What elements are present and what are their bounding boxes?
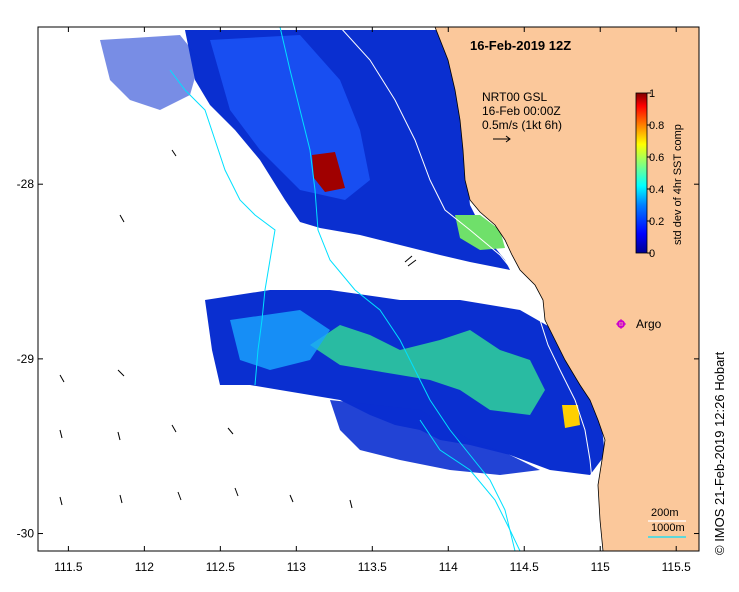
x-tick-label: 113.5	[358, 560, 387, 574]
isobath-200m	[339, 27, 601, 551]
y-axis: -28 -29 -30	[17, 177, 699, 541]
colorbar-tick-label: 0	[649, 248, 655, 260]
colorbar-tick-label: 1	[649, 88, 655, 100]
isobath-1000m-west	[169, 69, 276, 386]
sst-patch-red	[312, 152, 345, 192]
land-mass	[434, 27, 699, 551]
colorbar-label: std dev of 4hr SST comp	[672, 124, 684, 245]
sst-patch-northwest	[100, 35, 200, 110]
sst-data-layer	[100, 30, 605, 475]
argo-label: Argo	[636, 317, 662, 331]
y-tick-label: -30	[17, 527, 35, 541]
plot-frame	[37, 26, 700, 552]
sst-patch-coastal-green	[455, 215, 505, 250]
velocity-legend-line3: 0.5m/s (1kt 6h)	[482, 118, 562, 132]
depth-legend: 200m 1000m	[648, 507, 686, 538]
colorbar-tick-label: 0.2	[649, 216, 664, 228]
map-title: 16-Feb-2019 12Z	[470, 38, 571, 53]
x-tick-label: 115.5	[662, 560, 691, 574]
velocity-scale-arrowhead	[505, 135, 511, 143]
y-tick-label: -28	[17, 177, 35, 191]
colorbar-tick-label: 0.8	[649, 120, 664, 132]
x-tick-label: 112	[135, 560, 154, 574]
x-tick-label: 114.5	[510, 560, 539, 574]
colorbar-tick-label: 0.4	[649, 184, 664, 196]
current-vectors	[59, 149, 417, 509]
x-tick-label: 112.5	[206, 560, 235, 574]
x-tick-label: 115	[591, 560, 610, 574]
colorbar-ticks: 1 0.8 0.6 0.4 0.2 0	[647, 88, 664, 260]
credit-text: © IMOS 21-Feb-2019 12:26 Hobart	[712, 351, 727, 555]
sst-patch-south-cyan	[230, 310, 330, 370]
isobath-1000m-south	[419, 419, 521, 551]
depth-legend-200m: 200m	[651, 507, 679, 519]
y-tick-label: -29	[17, 352, 35, 366]
colorbar-gradient	[635, 92, 648, 254]
x-tick-label: 114	[439, 560, 458, 574]
isobath-1000m-north	[279, 27, 516, 551]
sst-patch-yellow	[562, 405, 580, 428]
colorbar: 1 0.8 0.6 0.4 0.2 0 std dev of 4hr SST comp	[635, 88, 684, 260]
depth-legend-1000m: 1000m	[651, 522, 685, 534]
velocity-legend-line2: 16-Feb 00:00Z	[482, 104, 561, 118]
velocity-legend: NRT00 GSL 16-Feb 00:00Z 0.5m/s (1kt 6h)	[482, 90, 562, 143]
velocity-legend-line1: NRT00 GSL	[482, 90, 547, 104]
x-axis: 111.5 112 112.5 113 113.5 114 114.5 115 115.5	[54, 27, 691, 574]
sst-patch-south-lower	[330, 400, 540, 475]
x-tick-label: 113	[287, 560, 306, 574]
x-tick-label: 111.5	[54, 560, 83, 574]
argo-marker: Argo	[616, 317, 662, 331]
colorbar-tick-label: 0.6	[649, 152, 664, 164]
sst-patch-south-green	[310, 325, 545, 415]
